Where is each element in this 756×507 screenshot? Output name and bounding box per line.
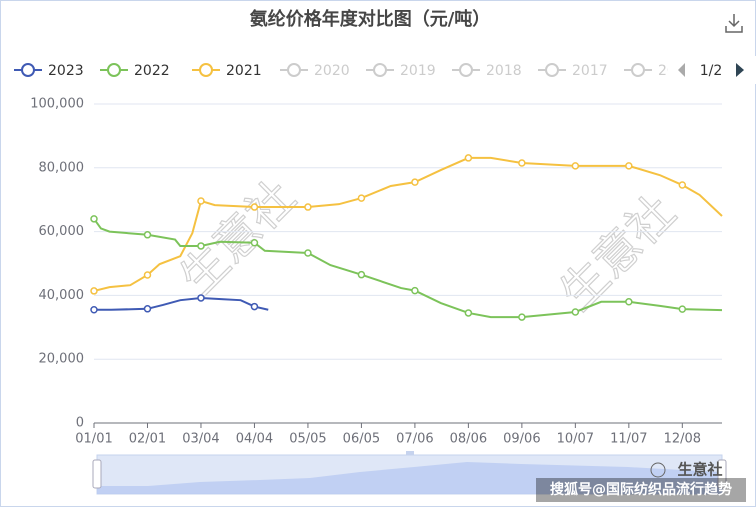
x-tick-label: 02/01 xyxy=(129,432,166,447)
legend-marker xyxy=(107,63,121,77)
point xyxy=(678,305,687,313)
legend-next[interactable] xyxy=(736,63,744,77)
zoom-preview xyxy=(97,462,722,494)
legend-label: 2018 xyxy=(486,63,522,79)
legend-label: 2019 xyxy=(400,63,436,79)
point xyxy=(464,154,473,162)
point xyxy=(571,308,580,316)
legend-label: 2022 xyxy=(134,63,170,79)
zoom-handle[interactable] xyxy=(717,459,727,489)
point xyxy=(143,271,152,279)
x-tick-label: 08/06 xyxy=(450,432,487,447)
legend-marker xyxy=(459,63,473,77)
y-tick-label: 80,000 xyxy=(39,160,85,175)
legend-label: 2021 xyxy=(226,63,262,79)
point xyxy=(411,178,419,186)
legend-item[interactable]: 2022 xyxy=(100,63,170,79)
x-tick-label: 01/01 xyxy=(75,432,112,447)
point xyxy=(357,270,366,279)
y-tick-label: 100,000 xyxy=(30,97,84,112)
legend-marker xyxy=(545,63,559,77)
legend-label: 2017 xyxy=(572,63,608,79)
y-tick-label: 0 xyxy=(76,416,84,431)
legend-item[interactable]: 2020 xyxy=(280,63,350,79)
point xyxy=(304,249,312,257)
point xyxy=(197,197,205,205)
x-tick-label: 07/06 xyxy=(396,432,433,447)
legend-label: 2020 xyxy=(314,63,350,79)
point xyxy=(143,305,152,313)
point xyxy=(143,231,152,239)
point xyxy=(90,306,98,314)
legend-label: 2023 xyxy=(48,63,84,79)
x-tick-label: 04/04 xyxy=(236,432,273,447)
legend-marker xyxy=(21,63,35,77)
point xyxy=(411,286,419,295)
x-tick-label: 06/05 xyxy=(343,432,380,447)
download-icon[interactable] xyxy=(725,14,743,33)
legend-page: 1/2 xyxy=(700,63,723,79)
legend-marker xyxy=(199,63,213,77)
point xyxy=(357,194,366,202)
chart-title: 氨纶价格年度对比图（元/吨） xyxy=(250,8,491,30)
legend-item[interactable]: 2023 xyxy=(14,63,84,79)
point xyxy=(90,215,98,223)
legend-item[interactable]: 2017 xyxy=(538,63,608,79)
zoom-grip[interactable] xyxy=(406,451,414,455)
footer-bg xyxy=(536,478,746,502)
legend-item[interactable]: 2021 xyxy=(192,63,262,79)
legend-marker xyxy=(373,63,387,77)
series-line xyxy=(94,296,269,311)
legend-item[interactable]: 2018 xyxy=(452,63,522,79)
plot: 0 20,000 40,000 60,000 80,000 100,000 01/01 02/… xyxy=(30,97,723,447)
logo: 生意社 xyxy=(677,461,722,479)
point xyxy=(518,313,526,321)
x-tick-label: 12/08 xyxy=(664,432,701,447)
legend-marker xyxy=(287,63,301,77)
logo-icon xyxy=(650,462,666,478)
point xyxy=(518,159,526,167)
point xyxy=(250,302,259,311)
zoom-handle[interactable] xyxy=(92,459,102,489)
footer: 搜狐号@国际纺织品流行趋势 xyxy=(550,481,732,498)
point xyxy=(625,162,633,170)
point xyxy=(250,239,259,247)
point xyxy=(90,287,98,295)
x-tick-label: 03/04 xyxy=(182,432,219,447)
legend-item[interactable]: 2019 xyxy=(366,63,436,79)
point xyxy=(625,298,633,306)
point xyxy=(571,162,580,170)
y-tick-label: 20,000 xyxy=(39,352,85,367)
x-tick-label: 09/06 xyxy=(503,432,540,447)
y-tick-label: 60,000 xyxy=(39,224,85,239)
data-zoom[interactable] xyxy=(92,451,727,495)
legend-prev[interactable] xyxy=(678,63,685,77)
legend-marker xyxy=(631,63,645,77)
y-tick-label: 40,000 xyxy=(39,288,85,303)
point xyxy=(304,203,312,211)
legend: 2023 2022 2021 2020 2019 2018 2017 20 1/2 xyxy=(14,56,756,84)
point xyxy=(197,294,205,302)
x-tick-label: 10/07 xyxy=(557,432,594,447)
point xyxy=(678,181,687,189)
x-tick-label: 11/07 xyxy=(610,432,647,447)
point xyxy=(464,309,473,317)
point xyxy=(250,203,259,211)
x-tick-label: 05/05 xyxy=(289,432,326,447)
point xyxy=(197,242,205,250)
